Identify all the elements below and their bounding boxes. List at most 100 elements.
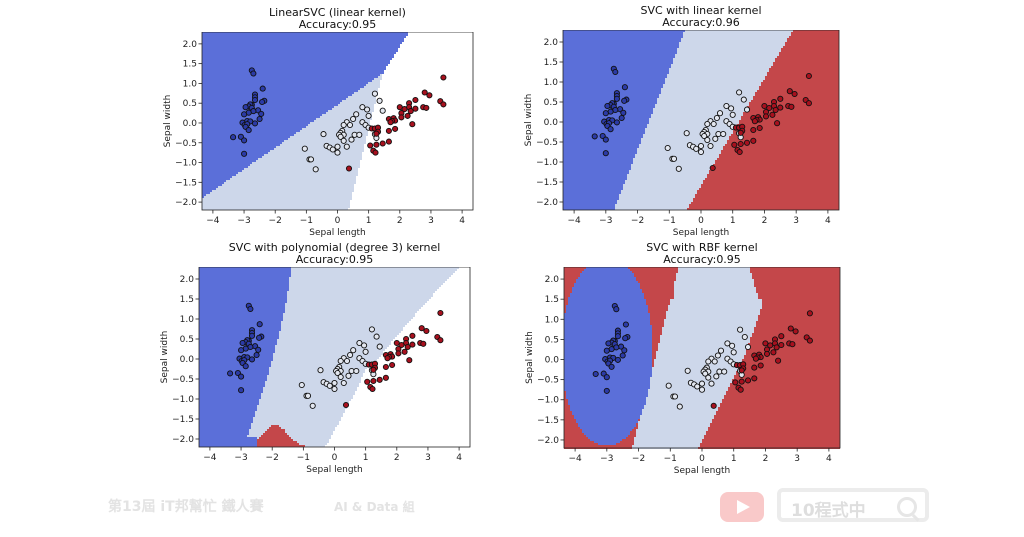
- region-cell-class1: [289, 283, 443, 285]
- region-cell-class2: [762, 307, 840, 309]
- region-cell-class2: [736, 373, 840, 375]
- region-cell-class1: [263, 391, 355, 393]
- data-point-class0: [251, 120, 259, 127]
- region-cell-class2: [754, 283, 840, 285]
- region-cell-class1: [257, 405, 347, 407]
- region-cell-class0: [199, 325, 281, 327]
- region-cell-class0: [199, 371, 269, 373]
- region-cell-class2: [781, 50, 839, 52]
- region-cell-class1: [652, 371, 736, 373]
- region-cell-class2: [699, 188, 839, 190]
- region-cell-class1: [279, 331, 401, 333]
- region-cell-class0: [572, 287, 640, 289]
- region-cell-class0: [199, 373, 269, 375]
- region-cell-class0: [563, 38, 681, 40]
- region-cell-class2: [564, 417, 574, 419]
- region-cell-class0: [202, 76, 378, 78]
- region-cell-class1: [202, 198, 352, 200]
- y-tick-label: −1.0: [172, 395, 194, 405]
- region-cell-class1: [634, 439, 702, 441]
- data-point-class1: [376, 343, 383, 350]
- region-cell-class1: [279, 335, 397, 337]
- region-cell-class1: [342, 100, 376, 102]
- youtube-button[interactable]: [720, 492, 764, 522]
- region-cell-class1: [638, 423, 710, 425]
- region-cell-class0: [584, 433, 630, 435]
- x-tick-label: −1: [300, 216, 313, 226]
- region-cell-class1: [236, 174, 358, 176]
- region-cell-class0: [564, 331, 652, 333]
- region-cell-class0: [199, 283, 289, 285]
- region-cell-class1: [652, 375, 734, 377]
- data-point-class1: [364, 106, 371, 113]
- region-cell-class1: [646, 397, 724, 399]
- region-cell-class1: [358, 90, 378, 92]
- region-cell-class0: [564, 329, 652, 331]
- region-cell-class0: [598, 443, 616, 445]
- region-cell-class2: [701, 186, 839, 188]
- region-cell-class0: [568, 403, 646, 405]
- region-cell-class2: [758, 317, 840, 319]
- region-cell-class2: [752, 335, 840, 337]
- region-cell-class0: [563, 92, 661, 94]
- region-cell-class0: [199, 427, 251, 429]
- data-point-class0: [256, 115, 263, 123]
- region-cell-class0: [576, 421, 638, 423]
- data-point-class2: [423, 327, 430, 335]
- region-cell-class2: [652, 325, 664, 327]
- region-cell-class0: [202, 42, 402, 44]
- region-cell-class0: [563, 156, 635, 158]
- y-tick-label: 0.5: [545, 335, 559, 345]
- y-tick-label: −1.5: [175, 178, 197, 188]
- region-cell-class0: [199, 347, 275, 349]
- region-cell-class0: [570, 295, 644, 297]
- data-point-class1: [665, 382, 672, 389]
- y-tick-label: 1.5: [545, 295, 559, 305]
- y-tick-label: 1.5: [544, 58, 558, 68]
- region-cell-class0: [202, 168, 244, 170]
- x-tick-label: −2: [632, 454, 645, 464]
- region-cell-class0: [563, 208, 615, 210]
- region-cell-class0: [563, 90, 661, 92]
- region-cell-class1: [289, 285, 441, 287]
- region-cell-class1: [676, 279, 754, 281]
- search-box[interactable]: 10程式中: [777, 488, 929, 522]
- data-point-class0: [259, 98, 266, 106]
- data-point-class1: [704, 120, 711, 128]
- region-cell-class0: [202, 192, 210, 194]
- region-cell-class1: [267, 379, 361, 381]
- region-cell-class2: [564, 395, 566, 397]
- region-cell-class0: [202, 156, 262, 158]
- region-cell-class1: [683, 32, 791, 34]
- region-cell-class2: [650, 315, 666, 317]
- region-cell-class1: [629, 170, 709, 172]
- region-cell-class0: [202, 176, 232, 178]
- y-tick-label: −2.0: [536, 198, 558, 208]
- region-cell-class1: [656, 357, 744, 359]
- data-point-class2: [806, 310, 813, 317]
- region-cell-class0: [563, 116, 651, 118]
- region-cell-class1: [636, 429, 708, 431]
- region-cell-class1: [664, 323, 756, 325]
- data-point-class2: [404, 112, 411, 119]
- region-cell-class0: [563, 146, 639, 148]
- region-cell-class0: [202, 50, 398, 52]
- data-point-class2: [731, 141, 738, 148]
- region-cell-class1: [671, 64, 773, 66]
- x-axis-label: Sepal length: [309, 228, 366, 238]
- region-cell-class0: [563, 132, 645, 134]
- region-cell-class1: [627, 176, 707, 178]
- region-cell-class0: [564, 327, 652, 329]
- region-cell-class1: [638, 425, 710, 427]
- region-cell-class2: [652, 343, 658, 345]
- region-cell-class2: [719, 156, 839, 158]
- region-cell-class2: [564, 303, 568, 305]
- data-point-class0: [612, 68, 619, 76]
- region-cell-class2: [726, 391, 840, 393]
- data-point-class1: [676, 403, 683, 410]
- data-point-class1: [326, 382, 333, 389]
- decision-regions: [202, 32, 408, 210]
- data-point-class0: [239, 339, 246, 347]
- region-cell-class1: [273, 353, 383, 355]
- data-point-class0: [613, 306, 620, 313]
